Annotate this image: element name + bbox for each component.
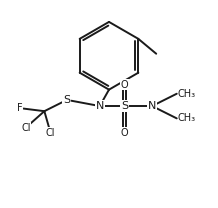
Text: S: S: [63, 95, 70, 105]
Text: S: S: [121, 101, 128, 111]
Text: O: O: [121, 79, 128, 89]
Text: O: O: [121, 128, 128, 138]
Text: CH₃: CH₃: [178, 113, 196, 123]
Text: Cl: Cl: [21, 123, 31, 133]
Text: F: F: [17, 103, 22, 113]
Text: N: N: [95, 101, 104, 111]
Text: Cl: Cl: [46, 128, 55, 138]
Text: CH₃: CH₃: [178, 89, 196, 99]
Text: N: N: [148, 101, 156, 111]
